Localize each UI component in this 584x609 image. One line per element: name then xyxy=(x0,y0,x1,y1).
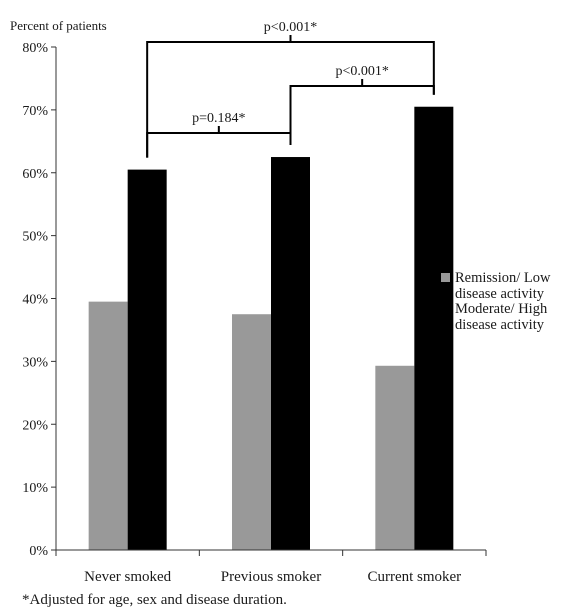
y-tick-label: 10% xyxy=(22,481,48,496)
bars xyxy=(88,106,454,550)
y-tick-label: 50% xyxy=(22,230,48,245)
x-axis: Never smoked Previous smoker Current smoke… xyxy=(55,549,487,585)
bar xyxy=(375,365,415,550)
footnote: *Adjusted for age, sex and disease durat… xyxy=(22,592,287,608)
comparison-bracket xyxy=(146,35,435,158)
legend-swatch xyxy=(441,304,450,313)
bar xyxy=(88,301,128,550)
p-value-label: p=0.184* xyxy=(192,111,245,126)
y-tick-label: 40% xyxy=(22,293,48,308)
y-tick-label: 60% xyxy=(22,167,48,182)
y-tick-label: 20% xyxy=(22,418,48,433)
comparison-bracket xyxy=(146,126,292,158)
x-category-label: Current smoker xyxy=(367,569,461,585)
comparison-bracket xyxy=(289,79,435,146)
legend-entry: Remission/ Low disease activity xyxy=(455,270,551,302)
bar xyxy=(414,106,454,550)
bar xyxy=(127,169,167,550)
bar xyxy=(271,157,310,550)
y-axis: 0% 10% 20% 30% 40% 50% 60% 70% 80% xyxy=(22,41,57,559)
legend-swatch xyxy=(441,273,450,282)
y-tick-label: 0% xyxy=(29,544,48,559)
y-tick-label: 70% xyxy=(22,104,48,119)
p-value-label: p<0.001* xyxy=(335,64,388,79)
legend-entry: Moderate/ High disease activity xyxy=(455,301,548,333)
y-tick-label: 80% xyxy=(22,41,48,56)
x-category-label: Never smoked xyxy=(84,569,172,585)
bar xyxy=(232,314,271,550)
legend: Remission/ Low disease activityModerate/ … xyxy=(441,270,551,333)
comparison-brackets: p=0.184* p<0.001* p<0.001* xyxy=(146,20,435,158)
y-tick-label: 30% xyxy=(22,355,48,370)
p-value-label: p<0.001* xyxy=(264,20,317,35)
y-axis-label: Percent of patients xyxy=(10,18,107,33)
x-category-label: Previous smoker xyxy=(221,569,321,585)
